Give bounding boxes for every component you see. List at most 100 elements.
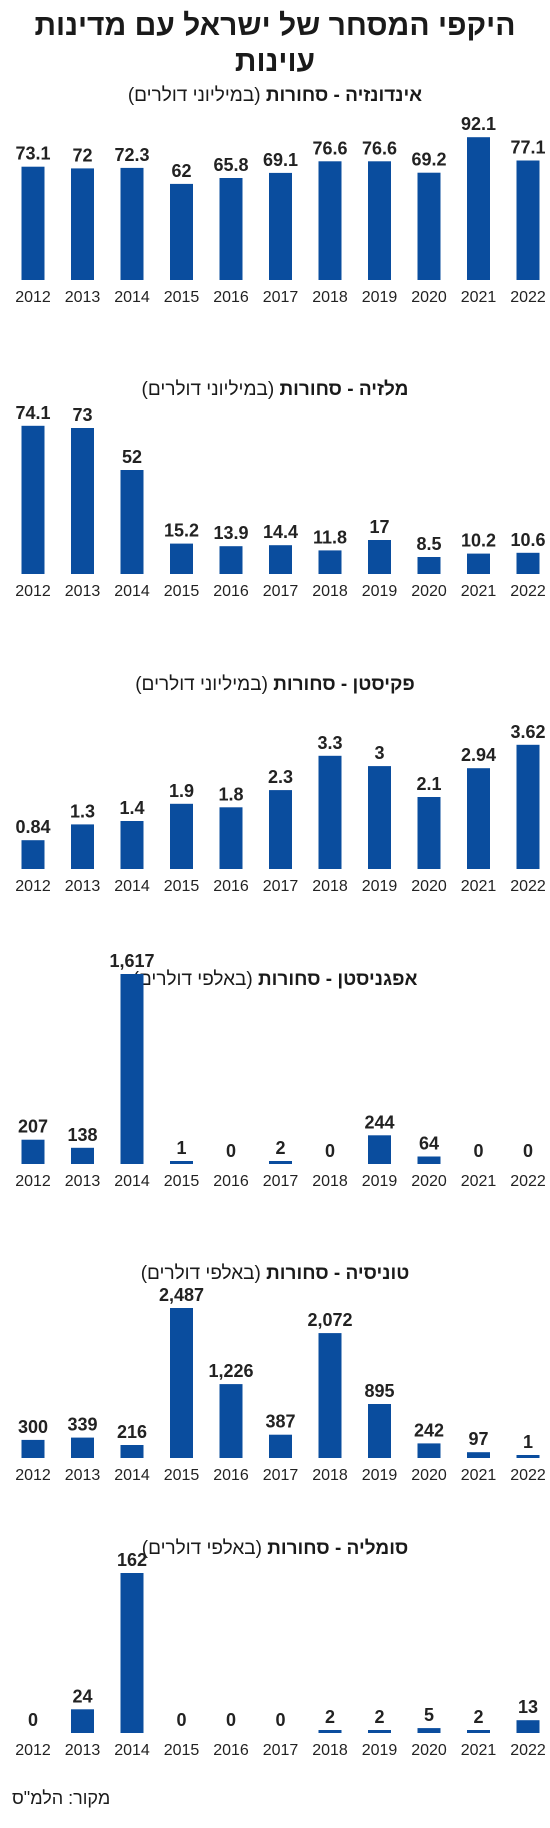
data-label-2015: 0 xyxy=(176,1710,186,1730)
year-label-2021: 2021 xyxy=(461,878,497,895)
source-note: מקור: הלמ"ס xyxy=(12,1788,111,1808)
bar-2022 xyxy=(516,1720,540,1733)
bar-2017 xyxy=(269,790,292,869)
year-label-2020: 2020 xyxy=(411,289,447,306)
year-label-2016: 2016 xyxy=(213,1467,249,1484)
year-label-2016: 2016 xyxy=(213,1173,249,1190)
year-label-2016: 2016 xyxy=(213,1742,249,1759)
bar-2018 xyxy=(318,1333,342,1458)
data-label-2016: 0 xyxy=(226,1141,236,1161)
year-label-2014: 2014 xyxy=(114,1467,150,1484)
bar-2019 xyxy=(368,766,391,869)
bar-2012 xyxy=(21,1139,45,1164)
data-label-2013: 73 xyxy=(72,405,92,425)
year-label-2014: 2014 xyxy=(114,878,150,895)
year-label-2012: 2012 xyxy=(15,1467,51,1484)
year-label-2021: 2021 xyxy=(461,1742,497,1759)
year-label-2017: 2017 xyxy=(263,1742,299,1759)
bar-2020 xyxy=(417,797,441,869)
data-label-2016: 65.8 xyxy=(213,155,248,175)
data-label-2012: 0.84 xyxy=(15,817,50,837)
bar-2020 xyxy=(417,1443,441,1458)
data-label-2017: 387 xyxy=(265,1412,295,1432)
bar-2017 xyxy=(269,545,292,574)
bar-2019 xyxy=(368,1135,391,1164)
bar-2021 xyxy=(467,768,490,869)
data-label-2020: 69.2 xyxy=(411,150,446,170)
bar-2018 xyxy=(318,161,342,280)
year-label-2017: 2017 xyxy=(263,1467,299,1484)
panel-title-unit: (במיליוני דולרים) xyxy=(135,674,268,695)
bar-2019 xyxy=(368,540,391,574)
year-label-2018: 2018 xyxy=(312,878,348,895)
bar-2013 xyxy=(71,1709,94,1733)
year-label-2018: 2018 xyxy=(312,1467,348,1484)
data-label-2016: 0 xyxy=(226,1710,236,1730)
year-label-2022: 2022 xyxy=(510,1467,546,1484)
panel-title-unit: (באלפי דולרים) xyxy=(140,1263,261,1284)
data-label-2017: 2 xyxy=(275,1138,285,1158)
bar-2020 xyxy=(417,1728,441,1733)
year-label-2017: 2017 xyxy=(263,289,299,306)
year-label-2012: 2012 xyxy=(15,1742,51,1759)
bar-2012 xyxy=(21,840,45,869)
bar-2014 xyxy=(120,1445,144,1458)
year-label-2018: 2018 xyxy=(312,583,348,600)
bar-2015 xyxy=(170,1161,193,1164)
year-label-2013: 2013 xyxy=(65,1173,101,1190)
year-label-2018: 2018 xyxy=(312,289,348,306)
year-label-2015: 2015 xyxy=(164,583,200,600)
bar-2017 xyxy=(269,172,292,280)
data-label-2022: 0 xyxy=(523,1141,533,1161)
year-label-2013: 2013 xyxy=(65,1742,101,1759)
data-label-2013: 72 xyxy=(72,145,92,165)
data-label-2015: 15.2 xyxy=(164,521,199,541)
bar-2014 xyxy=(120,470,144,574)
panel-title-country: טוניסיה - סחורות xyxy=(266,1263,410,1284)
bar-2016 xyxy=(219,1384,243,1458)
bar-2018 xyxy=(318,550,342,574)
bar-2022 xyxy=(516,744,540,869)
panel-title-country: מלזיה - סחורות xyxy=(279,379,409,400)
bar-2014 xyxy=(120,167,144,280)
year-label-2022: 2022 xyxy=(510,1173,546,1190)
data-label-2014: 162 xyxy=(117,1550,147,1570)
bar-2017 xyxy=(269,1161,292,1164)
bar-chart-malaysia: 74.1 2012 73 2013 52 2014 15.2 2015 13.9 2016 14.4… xyxy=(15,403,546,600)
data-label-2021: 10.2 xyxy=(461,531,496,551)
year-label-2015: 2015 xyxy=(164,289,200,306)
year-label-2022: 2022 xyxy=(510,1742,546,1759)
data-label-2013: 1.3 xyxy=(70,801,95,821)
year-label-2015: 2015 xyxy=(164,878,200,895)
data-label-2022: 13 xyxy=(518,1697,538,1717)
bar-chart-somalia: 0 2012 24 2013 162 2014 0 2015 0 2016 0 2017 2 2018 2 2… xyxy=(15,1550,546,1759)
year-label-2021: 2021 xyxy=(461,1467,497,1484)
data-label-2018: 76.6 xyxy=(312,138,347,158)
bar-2014 xyxy=(120,974,144,1164)
year-label-2019: 2019 xyxy=(362,1173,398,1190)
panel-title: פקיסטן - סחורות (במיליוני דולרים) xyxy=(0,673,550,697)
bar-2014 xyxy=(120,821,144,869)
data-label-2014: 216 xyxy=(117,1422,147,1442)
data-label-2012: 207 xyxy=(18,1117,48,1137)
bar-2015 xyxy=(170,1308,193,1458)
year-label-2017: 2017 xyxy=(263,878,299,895)
bar-2012 xyxy=(21,166,45,280)
bar-2020 xyxy=(417,1156,441,1164)
data-label-2019: 2 xyxy=(374,1707,384,1727)
bar-2019 xyxy=(368,161,391,280)
year-label-2014: 2014 xyxy=(114,1173,150,1190)
year-label-2015: 2015 xyxy=(164,1173,200,1190)
bar-2019 xyxy=(368,1730,391,1733)
year-label-2013: 2013 xyxy=(65,1467,101,1484)
year-label-2014: 2014 xyxy=(114,289,150,306)
data-label-2017: 14.4 xyxy=(263,522,298,542)
bar-2018 xyxy=(318,755,342,869)
bar-2016 xyxy=(219,178,243,280)
year-label-2016: 2016 xyxy=(213,289,249,306)
data-label-2020: 8.5 xyxy=(416,534,441,554)
data-label-2016: 1,226 xyxy=(208,1361,253,1381)
data-label-2012: 74.1 xyxy=(15,403,50,423)
bar-2022 xyxy=(516,160,540,280)
